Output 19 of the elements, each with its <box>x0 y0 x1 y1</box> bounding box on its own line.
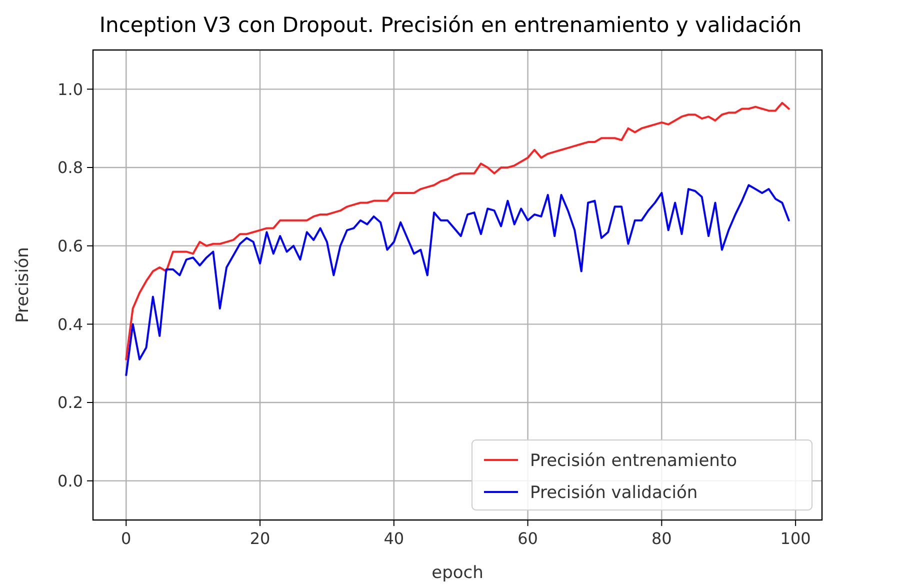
y-tick-label: 0.6 <box>58 236 83 256</box>
y-tick-label: 0.8 <box>58 158 83 178</box>
x-tick-label: 80 <box>651 529 672 548</box>
x-tick-label: 60 <box>518 529 538 548</box>
x-tick-label: 20 <box>250 529 270 548</box>
legend-label: Precisión validación <box>530 482 698 503</box>
line-series <box>125 184 790 376</box>
x-axis-title: epoch <box>432 563 484 583</box>
y-tick-label: 0.0 <box>58 471 83 490</box>
x-tick-label: 0 <box>121 529 132 548</box>
y-tick-label: 1.0 <box>58 80 83 99</box>
legend-label: Precisión entrenamiento <box>530 450 738 471</box>
y-tick-label: 0.2 <box>58 393 83 412</box>
y-axis-title: Precisión <box>13 247 33 323</box>
x-tick-label: 40 <box>384 529 404 548</box>
chart-title: Inception V3 con Dropout. Precisión en entrenamiento y validación <box>99 13 802 37</box>
y-tick-label: 0.4 <box>58 314 83 334</box>
line-series <box>125 102 790 360</box>
x-tick-label: 100 <box>780 529 811 548</box>
